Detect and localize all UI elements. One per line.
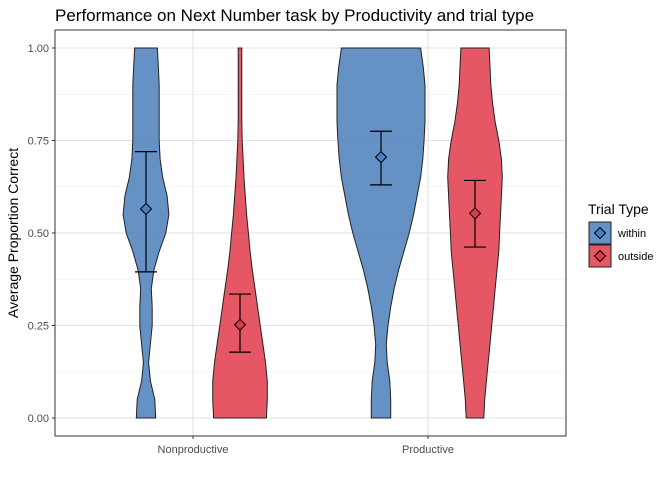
legend: Trial Type within outside xyxy=(588,201,653,268)
x-tick-label: Nonproductive xyxy=(158,444,229,456)
violin-outside-nonproductive xyxy=(212,47,268,419)
y-tick-label: 0.25 xyxy=(28,321,49,333)
mean-markers xyxy=(139,150,482,331)
legend-key-marker xyxy=(593,226,607,240)
mean-marker-outside-productive xyxy=(468,207,482,220)
y-axis-ticks: 0.00 0.25 0.50 0.75 1.00 xyxy=(28,43,55,425)
x-axis-ticks: Nonproductive Productive xyxy=(158,436,454,456)
y-tick-label: 0.00 xyxy=(28,413,49,425)
mean-marker-outside-nonproductive xyxy=(233,318,247,331)
y-tick-label: 0.75 xyxy=(28,136,49,148)
legend-label-outside: outside xyxy=(618,251,653,263)
legend-key-marker xyxy=(593,249,607,263)
mean-marker-within-nonproductive xyxy=(139,202,153,216)
y-tick-label: 1.00 xyxy=(28,43,49,55)
violin-within-productive xyxy=(336,47,426,419)
y-axis-title: Average Proportion Correct xyxy=(5,148,21,318)
y-tick-label: 0.50 xyxy=(28,228,49,240)
x-tick-label: Productive xyxy=(402,444,454,456)
legend-label-within: within xyxy=(617,228,646,240)
chart-title: Performance on Next Number task by Produ… xyxy=(55,6,534,25)
legend-title: Trial Type xyxy=(588,201,649,217)
mean-marker-within-productive xyxy=(374,150,388,164)
